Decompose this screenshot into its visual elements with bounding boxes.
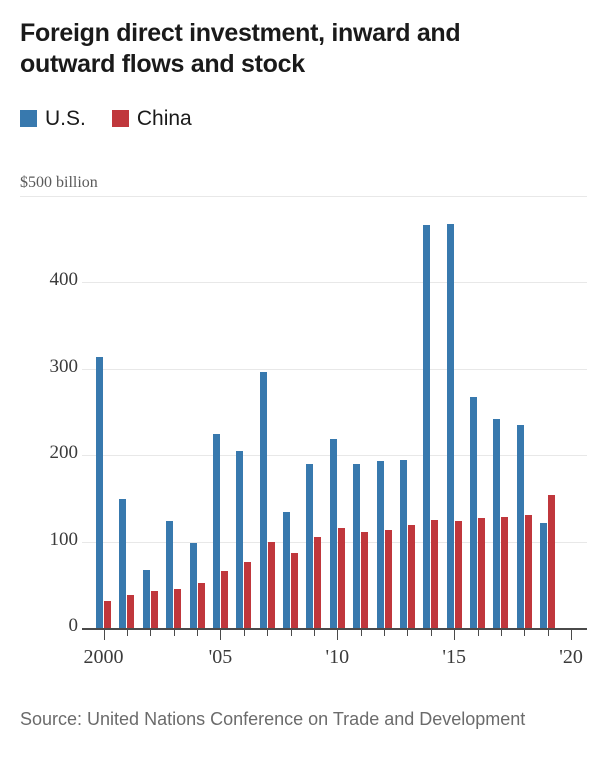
bar-china-2017 — [501, 517, 509, 628]
x-axis-tick-2012 — [384, 630, 386, 636]
x-axis-label-2000: 2000 — [83, 646, 124, 668]
bar-us-2001 — [119, 499, 127, 628]
x-axis-label-2005: '05 — [208, 646, 233, 668]
bar-us-2000 — [96, 356, 103, 628]
x-axis-tick-2003 — [173, 630, 175, 636]
bar-us-2017 — [493, 418, 501, 628]
y-axis-label-200: 200 — [20, 442, 82, 465]
gridline-100 — [20, 541, 587, 543]
x-axis-tick-2020 — [571, 630, 573, 640]
legend-item-us: U.S. — [20, 108, 86, 129]
bar-us-2008 — [283, 512, 291, 628]
x-axis-tick-2010 — [337, 630, 339, 640]
bar-china-2012 — [384, 530, 392, 628]
y-axis-label-300: 300 — [20, 355, 82, 378]
bar-us-2010 — [329, 438, 337, 628]
bar-china-2019 — [548, 494, 556, 628]
bar-us-2019 — [540, 523, 548, 628]
legend-label-us: U.S. — [45, 107, 86, 130]
x-axis-tick-2008 — [290, 630, 292, 636]
x-axis-tick-2015 — [454, 630, 456, 640]
bar-us-2002 — [142, 570, 150, 628]
x-axis-tick-2000 — [103, 630, 105, 640]
bar-china-2006 — [244, 562, 252, 628]
bar-us-2005 — [212, 433, 220, 628]
x-axis-tick-2011 — [360, 630, 362, 636]
chart-legend: U.S. China — [20, 108, 192, 129]
bar-china-2005 — [220, 570, 228, 628]
bar-us-2003 — [166, 520, 174, 628]
y-axis-unit-label: $500 billion — [20, 174, 104, 192]
bar-china-2018 — [524, 514, 532, 628]
bar-china-2016 — [478, 518, 486, 628]
bar-us-2007 — [259, 372, 267, 628]
bar-us-2006 — [236, 450, 244, 628]
chart-title: Foreign direct investment, inward and ou… — [20, 19, 461, 78]
plot-area: 0 100 200 300 400 $500 billion 2000 '05 '10 '15… — [20, 174, 587, 668]
bar-us-2011 — [353, 463, 361, 628]
bar-china-2001 — [127, 595, 135, 628]
y-axis-label-0: 0 — [20, 615, 82, 637]
x-axis-tick-2018 — [524, 630, 526, 636]
x-axis-tick-2014 — [430, 630, 432, 636]
source-note: Source: United Nations Conference on Tra… — [20, 709, 526, 729]
bar-china-2004 — [197, 583, 205, 628]
bar-china-2011 — [361, 532, 369, 628]
bar-us-2004 — [189, 543, 197, 628]
bars-group — [96, 223, 556, 628]
y-axis-label-100: 100 — [20, 528, 82, 551]
bar-china-2007 — [267, 541, 275, 628]
x-axis-tick-2004 — [197, 630, 199, 636]
gridline-300 — [20, 368, 587, 370]
x-axis-tick-2002 — [150, 630, 152, 636]
x-axis-tick-2005 — [220, 630, 222, 640]
x-axis-tick-2001 — [126, 630, 128, 636]
square-swatch-icon-us — [20, 110, 37, 127]
bar-us-2016 — [470, 397, 478, 628]
bar-us-2018 — [516, 424, 524, 628]
legend-item-china: China — [111, 107, 192, 130]
bar-us-2013 — [399, 459, 407, 628]
bar-china-2009 — [314, 537, 322, 628]
x-axis-tick-2019 — [547, 630, 549, 636]
x-axis-tick-2016 — [477, 630, 479, 636]
bar-us-2014 — [423, 224, 431, 628]
bar-us-2015 — [446, 223, 454, 628]
x-axis-baseline — [20, 628, 587, 630]
gridline-500 — [20, 196, 587, 197]
x-axis-tick-2007 — [267, 630, 269, 636]
x-axis-tick-2017 — [500, 630, 502, 636]
bar-china-2010 — [337, 527, 345, 628]
square-swatch-icon-china — [111, 110, 129, 127]
gridline-400 — [20, 282, 587, 284]
x-axis-tick-2006 — [243, 630, 245, 636]
x-axis-label-2020: '20 — [559, 646, 583, 668]
bar-china-2014 — [431, 520, 439, 628]
bar-china-2013 — [407, 525, 415, 628]
y-axis-label-400: 400 — [20, 269, 82, 292]
bar-china-2003 — [174, 589, 182, 628]
bar-china-2015 — [454, 520, 462, 628]
x-axis-tick-2009 — [313, 630, 315, 636]
bar-china-2000 — [104, 601, 111, 628]
x-axis-label-2015: '15 — [442, 646, 467, 668]
x-axis-label-2010: '10 — [325, 646, 350, 668]
bar-us-2012 — [376, 461, 384, 628]
legend-label-china: China — [136, 107, 192, 130]
bar-china-2002 — [150, 590, 158, 628]
bar-china-2008 — [291, 552, 299, 628]
x-axis-tick-2013 — [407, 630, 409, 636]
bar-us-2009 — [306, 463, 314, 628]
gridline-200 — [20, 455, 587, 457]
